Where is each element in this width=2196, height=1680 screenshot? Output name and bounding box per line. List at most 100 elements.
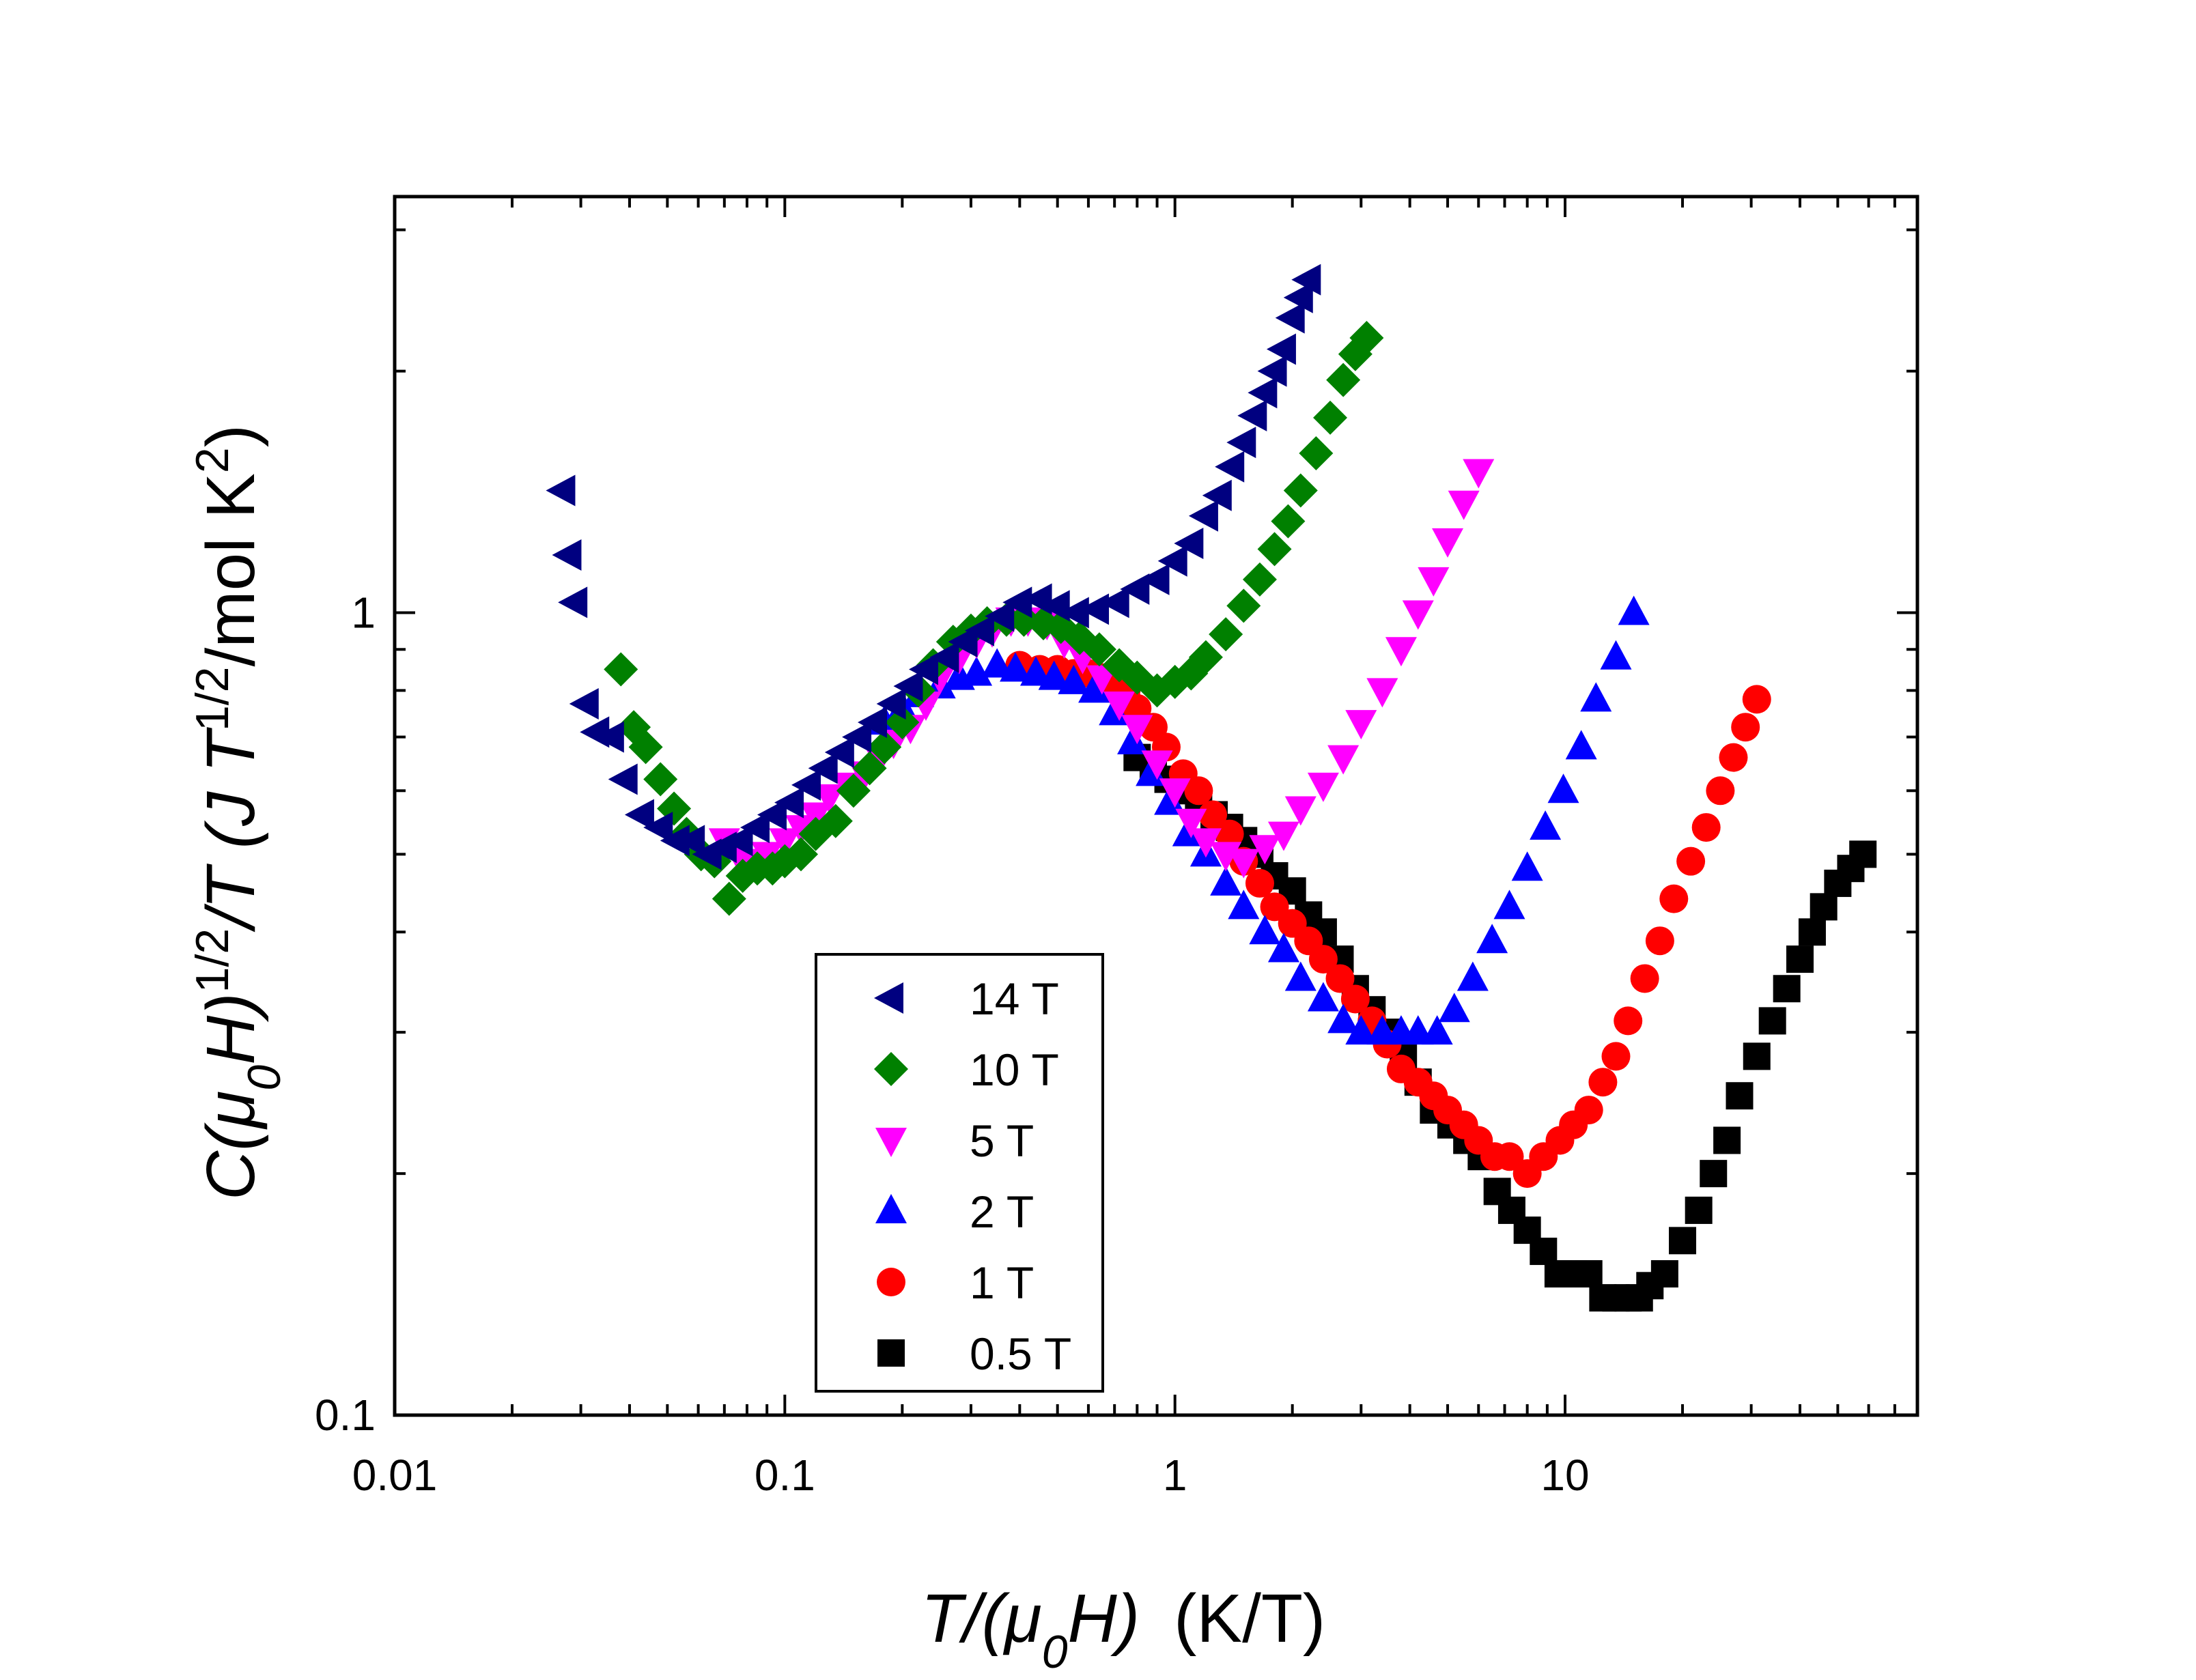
data-point — [1676, 846, 1706, 876]
data-point — [1432, 528, 1464, 558]
data-point — [785, 815, 817, 845]
data-point — [1120, 573, 1150, 605]
data-point — [594, 721, 624, 753]
data-point — [1249, 835, 1281, 865]
data-point — [1786, 945, 1814, 973]
data-point — [1307, 982, 1339, 1012]
data-point — [1448, 490, 1480, 520]
legend-marker — [875, 1128, 907, 1157]
data-point — [1402, 600, 1434, 630]
data-point — [1650, 1260, 1678, 1288]
data-point — [867, 730, 902, 765]
data-point — [604, 652, 638, 687]
data-point — [964, 614, 994, 646]
data-point — [1547, 773, 1579, 803]
data-point — [1580, 682, 1612, 712]
data-point — [1266, 333, 1296, 365]
data-points — [546, 264, 1877, 1312]
data-point — [1325, 964, 1355, 993]
x-tick-label: 0.01 — [352, 1451, 438, 1500]
data-point — [1202, 479, 1232, 511]
data-point — [1215, 451, 1245, 483]
legend-label: 10 T — [970, 1044, 1059, 1095]
legend-label: 1 T — [970, 1257, 1034, 1308]
data-point — [1742, 685, 1771, 714]
legend-label: 5 T — [970, 1115, 1034, 1166]
data-point — [1136, 756, 1168, 786]
legend-item: 5 T — [875, 1115, 1034, 1166]
data-point — [1418, 567, 1450, 597]
data-point — [818, 803, 853, 838]
legend-label: 2 T — [970, 1186, 1034, 1237]
data-point — [929, 641, 959, 673]
data-point — [1773, 975, 1801, 1003]
data-point — [751, 842, 783, 872]
data-point — [1456, 961, 1489, 991]
data-point — [1614, 1006, 1643, 1036]
data-point — [1366, 678, 1398, 708]
data-point — [1245, 868, 1274, 898]
legend-item: 10 T — [874, 1044, 1059, 1095]
data-point — [1271, 504, 1306, 539]
data-point — [1226, 427, 1256, 459]
legend-marker — [875, 1194, 907, 1223]
data-point — [1299, 436, 1334, 470]
data-point — [842, 721, 872, 753]
data-point — [1798, 918, 1826, 946]
legend-box — [815, 953, 1104, 1393]
legend-label: 0.5 T — [970, 1328, 1071, 1379]
data-point — [791, 769, 821, 801]
data-point — [552, 539, 582, 571]
data-point — [1313, 400, 1348, 435]
data-point — [1275, 302, 1305, 334]
data-point — [1338, 337, 1372, 371]
legend: 14 T 10 T 5 T 2 T 1 T 0.5 T — [815, 953, 1104, 1393]
legend-label: 14 T — [970, 973, 1059, 1024]
data-point — [876, 687, 906, 720]
data-point — [1601, 1042, 1631, 1071]
data-point — [1530, 810, 1562, 840]
data-point — [1726, 1082, 1754, 1110]
data-point — [712, 881, 746, 916]
data-point — [569, 687, 599, 720]
data-point — [981, 648, 1013, 678]
data-point — [1099, 586, 1129, 618]
data-point — [546, 474, 576, 507]
data-point — [1565, 730, 1597, 760]
data-point — [1157, 545, 1187, 577]
data-point — [1159, 778, 1191, 808]
data-point — [1257, 355, 1287, 387]
data-point — [948, 626, 978, 658]
data-point — [1000, 652, 1032, 682]
legend-marker — [874, 982, 903, 1014]
data-point — [1588, 1068, 1618, 1097]
data-point — [1575, 1260, 1603, 1288]
data-point — [1058, 664, 1090, 694]
legend-item: 14 T — [874, 973, 1059, 1024]
legend-marker — [877, 1268, 905, 1296]
data-point — [1188, 500, 1218, 532]
data-point — [1226, 588, 1261, 623]
data-point — [1307, 772, 1339, 802]
data-point — [608, 763, 638, 795]
data-point — [1209, 617, 1243, 652]
data-point — [1691, 813, 1721, 842]
data-point — [1140, 563, 1170, 595]
y-axis-title: C(μ0H)1/2/T (J T1/2/mol K2) — [186, 425, 290, 1200]
data-point — [723, 825, 753, 857]
data-point — [1215, 819, 1244, 849]
data-point — [836, 773, 871, 808]
data-point — [1308, 945, 1338, 974]
data-point — [1495, 1142, 1524, 1171]
data-point — [824, 736, 854, 768]
data-point — [1248, 377, 1278, 409]
data-point — [1267, 932, 1299, 963]
data-point — [1326, 362, 1361, 397]
data-point — [1284, 796, 1317, 826]
data-point — [1645, 926, 1674, 956]
data-point — [624, 799, 654, 831]
data-point — [1385, 637, 1417, 667]
y-tick-label: 0.1 — [315, 1391, 376, 1440]
data-point — [961, 656, 993, 686]
